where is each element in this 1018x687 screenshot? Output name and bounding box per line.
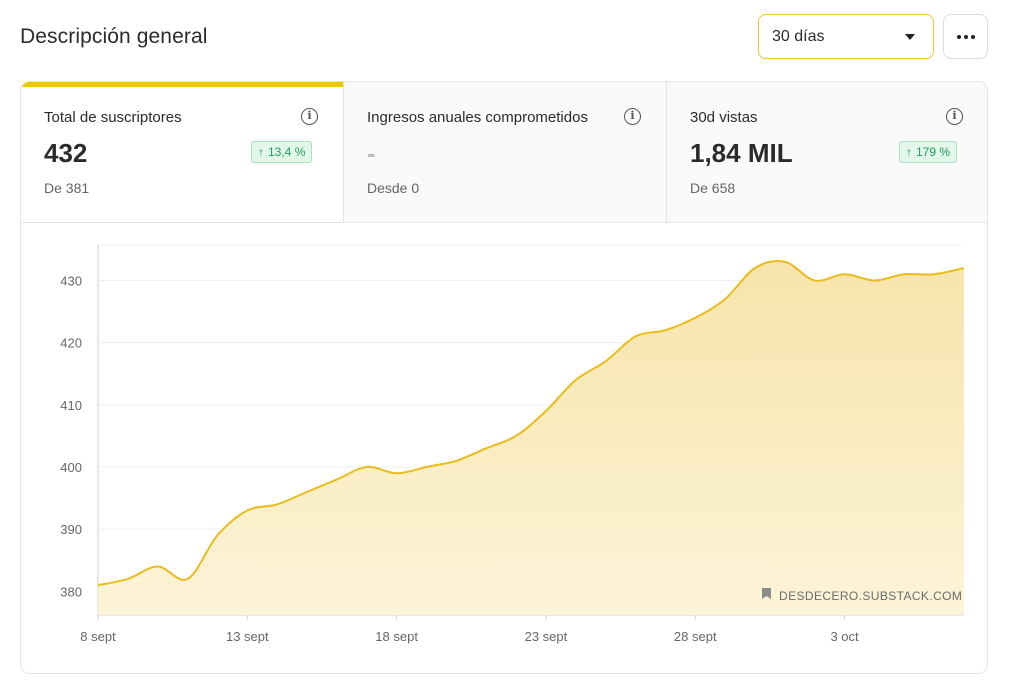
selected-indicator: [21, 82, 343, 87]
data-point[interactable]: [722, 296, 728, 302]
overview-card: Total de suscriptores i 432 ↑ 13,4 % De 3…: [20, 81, 988, 674]
stat-previous: Desde 0: [367, 180, 420, 196]
info-icon[interactable]: i: [946, 108, 963, 125]
change-badge-text: 179 %: [916, 145, 951, 159]
data-point[interactable]: [931, 271, 937, 277]
stat-previous: De 658: [690, 180, 736, 196]
stat-previous: De 381: [44, 180, 90, 196]
stat-label: Total de suscriptores: [44, 109, 182, 126]
stat-value: -: [367, 138, 376, 168]
data-point[interactable]: [543, 408, 549, 414]
x-tick-label: 3 oct: [830, 629, 859, 644]
more-horizontal-icon: [957, 35, 975, 39]
date-range-select[interactable]: 30 días: [758, 14, 934, 59]
arrow-up-icon: ↑: [258, 145, 264, 159]
data-point[interactable]: [662, 327, 668, 333]
x-tick-label: 8 sept: [80, 629, 116, 644]
data-point[interactable]: [812, 277, 818, 283]
page-title: Descripción general: [20, 25, 208, 48]
info-icon[interactable]: i: [301, 108, 318, 125]
watermark-text: DESDECERO.SUBSTACK.COM: [779, 589, 962, 603]
chart-series-line: [97, 260, 965, 587]
change-badge: ↑ 179 %: [899, 141, 958, 163]
data-point[interactable]: [453, 458, 459, 464]
y-tick-label: 400: [60, 460, 82, 475]
data-point[interactable]: [185, 576, 191, 582]
data-point[interactable]: [782, 259, 788, 265]
data-point[interactable]: [95, 582, 101, 588]
stat-card-views[interactable]: 30d vistas i 1,84 MIL ↑ 179 % De 658: [666, 82, 987, 223]
data-point[interactable]: [125, 576, 131, 582]
data-point[interactable]: [752, 265, 758, 271]
stat-value: 1,84 MIL: [690, 138, 793, 168]
info-icon[interactable]: i: [624, 108, 641, 125]
stat-label: Ingresos anuales comprometidos: [367, 109, 588, 126]
data-point[interactable]: [423, 464, 429, 470]
y-tick-label: 430: [60, 273, 82, 288]
data-point[interactable]: [334, 476, 340, 482]
data-point[interactable]: [364, 464, 370, 470]
chart-area-fill: [98, 261, 964, 615]
data-point[interactable]: [214, 532, 220, 538]
stat-value: 432: [44, 138, 88, 168]
data-point[interactable]: [513, 433, 519, 439]
data-point[interactable]: [573, 377, 579, 383]
chevron-down-icon: [905, 34, 915, 40]
x-tick-label: 23 sept: [525, 629, 568, 644]
data-point[interactable]: [304, 489, 310, 495]
data-point[interactable]: [961, 265, 967, 271]
date-range-value: 30 días: [772, 28, 825, 45]
y-tick-label: 390: [60, 522, 82, 537]
watermark: DESDECERO.SUBSTACK.COM: [762, 588, 962, 603]
x-tick-label: 18 sept: [375, 629, 418, 644]
data-point[interactable]: [901, 271, 907, 277]
data-point[interactable]: [692, 315, 698, 321]
y-tick-label: 420: [60, 336, 82, 351]
data-point[interactable]: [483, 445, 489, 451]
bookmark-icon: [762, 588, 771, 599]
change-badge: ↑ 13,4 %: [251, 141, 313, 163]
data-point[interactable]: [633, 333, 639, 339]
data-point[interactable]: [155, 563, 161, 569]
subscribers-chart: 380 390 400 410 420 430 8 sept 13 sept 18 sept 2…: [60, 244, 967, 644]
data-point[interactable]: [603, 358, 609, 364]
x-tick-label: 13 sept: [226, 629, 269, 644]
y-tick-label: 380: [60, 584, 82, 599]
stat-card-revenue[interactable]: Ingresos anuales comprometidos i - Desde…: [343, 82, 666, 223]
data-point[interactable]: [244, 508, 250, 514]
x-tick-label: 28 sept: [674, 629, 717, 644]
data-point[interactable]: [871, 277, 877, 283]
y-tick-label: 410: [60, 398, 82, 413]
change-badge-text: 13,4 %: [268, 145, 306, 159]
more-options-button[interactable]: [943, 14, 988, 59]
data-point[interactable]: [842, 271, 848, 277]
stat-label: 30d vistas: [690, 109, 758, 126]
stat-card-subscribers[interactable]: Total de suscriptores i 432 ↑ 13,4 % De 3…: [21, 82, 343, 223]
data-point[interactable]: [274, 501, 280, 507]
arrow-up-icon: ↑: [906, 145, 912, 159]
data-point[interactable]: [394, 470, 400, 476]
